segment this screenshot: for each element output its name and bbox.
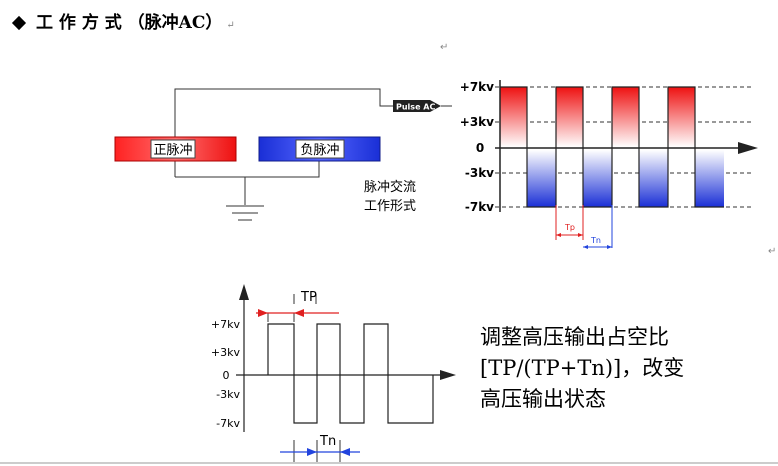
top-y-label: +3kv: [460, 115, 494, 129]
top-tn-label: Tn: [590, 236, 601, 245]
top-positive-pulse: [556, 87, 583, 147]
top-y-label: -7kv: [465, 200, 494, 214]
pulse-ac-source-tag: [393, 100, 441, 112]
caption-line: 脉冲交流: [364, 180, 417, 195]
neg-label-box: [295, 139, 345, 159]
top-waveform: [495, 80, 758, 249]
bottom-y-label: -3kv: [216, 388, 240, 401]
top-positive-pulse: [612, 87, 639, 147]
bottom-tp-label: TP: [300, 290, 317, 305]
top-y-label: 0: [476, 141, 484, 155]
ground-icon: [226, 205, 264, 221]
neg-pulse-label: 负脉冲: [300, 143, 339, 158]
schematic-caption: 脉冲交流 工作形式: [364, 178, 416, 216]
top-tp-label: Tp: [564, 223, 575, 232]
top-y-label: +7kv: [460, 80, 494, 94]
description-line: 调整高压输出占空比: [480, 325, 669, 349]
bottom-tn-label: Tn: [319, 434, 336, 449]
circuit-wires: [174, 88, 393, 205]
top-positive-pulse: [500, 87, 527, 147]
description-line: [TP/(TP+Tn)]，改变: [480, 356, 685, 380]
paragraph-mark: ↵: [440, 42, 449, 53]
top-negative-pulse: [527, 150, 556, 207]
section-heading: 工 作 方 式 （脉冲AC） ↵: [8, 8, 235, 33]
bottom-waveform: [236, 284, 456, 462]
paragraph-mark: ↵: [768, 246, 777, 257]
bottom-y-label: +3kv: [211, 346, 241, 359]
pulse-ac-label: Pulse AC: [396, 103, 435, 112]
bottom-y-label: -7kv: [216, 417, 240, 430]
bottom-y-label: 0: [223, 369, 230, 382]
paragraph-mark: ↵: [226, 20, 235, 31]
pos-pulse-label: 正脉冲: [153, 143, 192, 158]
top-negative-pulse: [639, 150, 668, 207]
top-y-label: -3kv: [465, 166, 494, 180]
bottom-y-label: +7kv: [211, 318, 241, 331]
duty-cycle-description: 调整高压输出占空比 [TP/(TP+Tn)]，改变 高压输出状态: [480, 322, 684, 415]
pos-label-box: [150, 139, 196, 159]
description-line: 高压输出状态: [480, 387, 606, 411]
top-positive-pulse: [668, 87, 695, 147]
heading-text: 工 作 方 式 （脉冲AC）: [36, 13, 223, 33]
top-negative-pulse: [695, 150, 724, 207]
caption-line: 工作形式: [364, 199, 417, 214]
top-negative-pulse: [583, 150, 612, 207]
